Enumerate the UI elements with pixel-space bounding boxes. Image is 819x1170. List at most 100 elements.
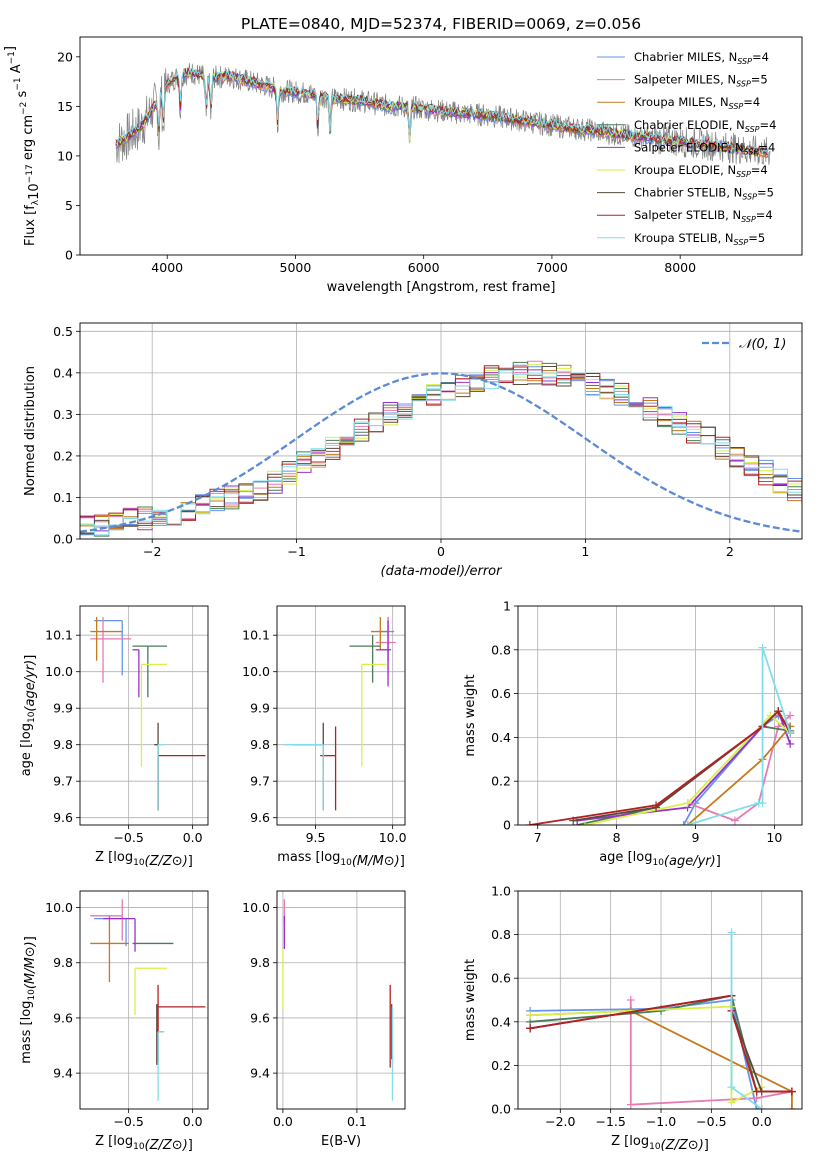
- y-tick-label: 10.1: [45, 628, 73, 643]
- label-part: (Z/Z⊙): [145, 854, 188, 869]
- label-part: ]: [716, 854, 721, 869]
- y-tick-label: 9.9: [53, 701, 73, 716]
- label-part: log: [633, 850, 653, 865]
- y-tick-label: 0.0: [491, 1102, 511, 1117]
- y-axis-label: mass weight: [463, 674, 478, 756]
- label-part: −17: [25, 164, 35, 183]
- y-tick-label: 15: [57, 99, 73, 114]
- y-tick-label: 10.1: [242, 628, 270, 643]
- x-tick-label: −0.5: [696, 1114, 726, 1129]
- label-part: ]: [3, 46, 18, 51]
- label-part: λ: [31, 199, 41, 205]
- y-tick-label: 9.6: [250, 1010, 270, 1025]
- label-part: log: [321, 850, 341, 865]
- x-axis-label: (data-model)/error: [381, 564, 504, 579]
- label-part: ]: [23, 655, 38, 660]
- legend-text: =5: [751, 73, 768, 87]
- mass-vs-Z-plot: [90, 899, 206, 1101]
- spectrum-frame: [79, 36, 803, 256]
- label-part: 10: [133, 858, 145, 868]
- y-axis-label: Normed distribution: [23, 366, 38, 496]
- mass-vs-ebv-plot: [282, 899, 394, 1101]
- legend-entry: Salpeter ELODIE, NSSP=4: [634, 140, 775, 156]
- histogram-kroupa-stelib: [80, 369, 802, 539]
- y-tick-label: 10.0: [45, 900, 73, 915]
- weight-line-kroupa-elodie: [530, 1005, 763, 1104]
- x-tick-label: 0.0: [752, 1114, 772, 1129]
- histogram-salpeter-stelib: [80, 365, 802, 539]
- legend-text: Chabrier STELIB, N: [634, 186, 742, 200]
- legend-text: SSP: [737, 57, 752, 66]
- x-axis-label: wavelength [Angstrom, rest frame]: [327, 280, 556, 295]
- legend-text: SSP: [741, 215, 756, 224]
- x-tick-label: 2: [726, 544, 734, 559]
- y-tick-label: 9.4: [250, 1066, 270, 1081]
- figure-title: PLATE=0840, MJD=52374, FIBERID=0069, z=0…: [241, 15, 641, 33]
- y-tick-label: 1.0: [491, 884, 511, 899]
- label-part: wavelength [Angstrom, rest frame]: [327, 280, 556, 295]
- x-tick-label: 8000: [664, 260, 696, 275]
- label-part: ]: [400, 854, 405, 869]
- x-axis-label: Z [log10(Z/Z⊙)]: [611, 1134, 709, 1153]
- y-tick-label: 0.6: [491, 686, 511, 701]
- label-part: log: [19, 1001, 34, 1021]
- x-tick-label: 7: [534, 830, 542, 845]
- legend-entry: Salpeter STELIB, NSSP=4: [634, 208, 773, 224]
- y-tick-label: 0.3: [53, 407, 73, 422]
- label-part: erg cm: [21, 115, 36, 164]
- x-tick-label: 7000: [536, 260, 568, 275]
- y-tick-label: 0.1: [53, 490, 73, 505]
- label-part: mass weight: [463, 674, 478, 756]
- legend-text: Salpeter MILES, N: [634, 73, 736, 87]
- legend-text: Kroupa ELODIE, N: [634, 163, 736, 177]
- age-vs-mass-plot: [284, 616, 396, 811]
- weight-vs-Z-axes: [514, 890, 802, 1113]
- label-part: E(B-V): [321, 1134, 361, 1149]
- y-tick-label: 9.7: [53, 774, 73, 789]
- legend-text: SSP: [736, 170, 751, 179]
- label-part: Flux [f: [23, 205, 38, 246]
- label-part: s: [15, 90, 30, 101]
- y-tick-label: 0.2: [491, 774, 511, 789]
- age-vs-Z-axes: [76, 606, 208, 829]
- weight-line-chabrier-elodie: [576, 725, 791, 825]
- label-part: (M/M⊙): [352, 854, 400, 869]
- x-axis-label: E(B-V): [321, 1134, 361, 1149]
- legend-entry: Chabrier STELIB, NSSP=5: [634, 186, 774, 202]
- y-axis-label: Flux [fλ10−17 erg cm−2 s−1 A−1]: [3, 46, 42, 246]
- label-part: ]: [188, 854, 193, 869]
- age-vs-Z-plot: [90, 616, 206, 811]
- y-tick-label: 0.0: [53, 532, 73, 547]
- legend-text: SSP: [729, 102, 744, 111]
- y-tick-label: 0.8: [491, 927, 511, 942]
- x-tick-label: 0.0: [183, 830, 203, 845]
- spectrum-plot: [115, 62, 771, 165]
- x-tick-label: −0.5: [113, 1114, 143, 1129]
- legend-text: =4: [751, 163, 768, 177]
- age-vs-mass-frame: [276, 605, 406, 826]
- y-tick-label: 9.8: [250, 955, 270, 970]
- x-tick-label: −2: [143, 544, 161, 559]
- normal-curve: [80, 372, 802, 533]
- label-part: (age/yr): [23, 660, 38, 712]
- y-tick-label: 9.6: [53, 1010, 73, 1025]
- y-tick-label: 9.9: [250, 701, 270, 716]
- y-tick-label: 0.5: [53, 324, 73, 339]
- label-part: log: [19, 723, 34, 743]
- legend-text: Salpeter ELODIE, N: [634, 140, 744, 154]
- legend-text: =4: [743, 95, 760, 109]
- residuals-frame: [79, 322, 803, 540]
- label-part: ]: [704, 1138, 709, 1153]
- label-part: (data-model)/error: [381, 564, 504, 579]
- mass-vs-Z-axes: [76, 891, 208, 1113]
- weight-vs-age-axes: [514, 605, 802, 829]
- x-tick-label: 10: [766, 830, 782, 845]
- x-tick-label: 5000: [280, 260, 312, 275]
- x-tick-label: 4000: [151, 260, 183, 275]
- label-part: log: [113, 850, 133, 865]
- y-tick-label: 20: [57, 49, 73, 64]
- x-tick-label: 0: [437, 544, 445, 559]
- y-tick-label: 5: [65, 198, 73, 213]
- histogram-salpeter-miles: [80, 360, 802, 539]
- label-part: 10: [27, 711, 37, 723]
